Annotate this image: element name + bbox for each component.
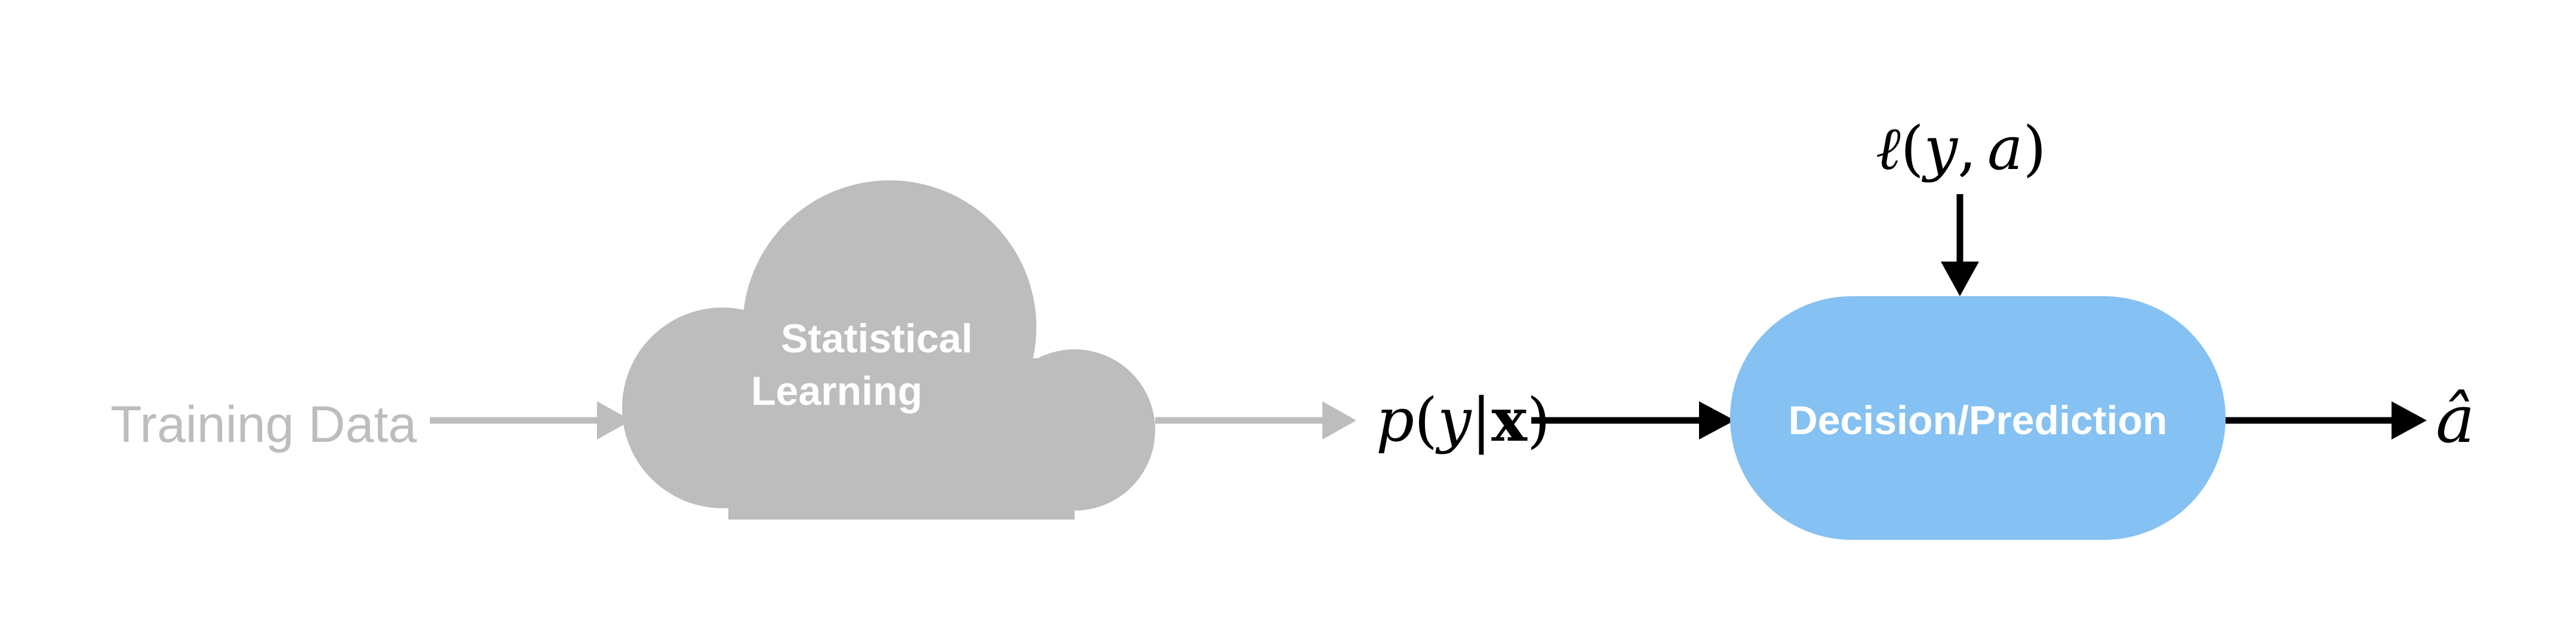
arrow-cloud-to-posterior bbox=[1155, 401, 1356, 440]
loss-function-label: ℓ(y, a) bbox=[1876, 113, 2046, 183]
arrow-data-to-cloud bbox=[430, 401, 632, 440]
arrow-loss-to-decision bbox=[1941, 194, 1979, 296]
statistical-learning-cloud bbox=[622, 180, 1155, 520]
output-a-hat-label: â bbox=[2436, 381, 2475, 457]
cloud-label-learning: Learning bbox=[751, 368, 922, 414]
arrow-decision-to-output bbox=[2226, 401, 2427, 440]
arrow-posterior-to-decision bbox=[1531, 401, 1735, 440]
decision-prediction-box bbox=[1730, 296, 2226, 540]
training-data-label: Training Data bbox=[110, 396, 417, 453]
posterior-label: p(y|x) bbox=[1376, 385, 1550, 455]
decision-prediction-label: Decision/Prediction bbox=[1789, 398, 2168, 443]
cloud-label-statistical: Statistical bbox=[781, 316, 972, 361]
